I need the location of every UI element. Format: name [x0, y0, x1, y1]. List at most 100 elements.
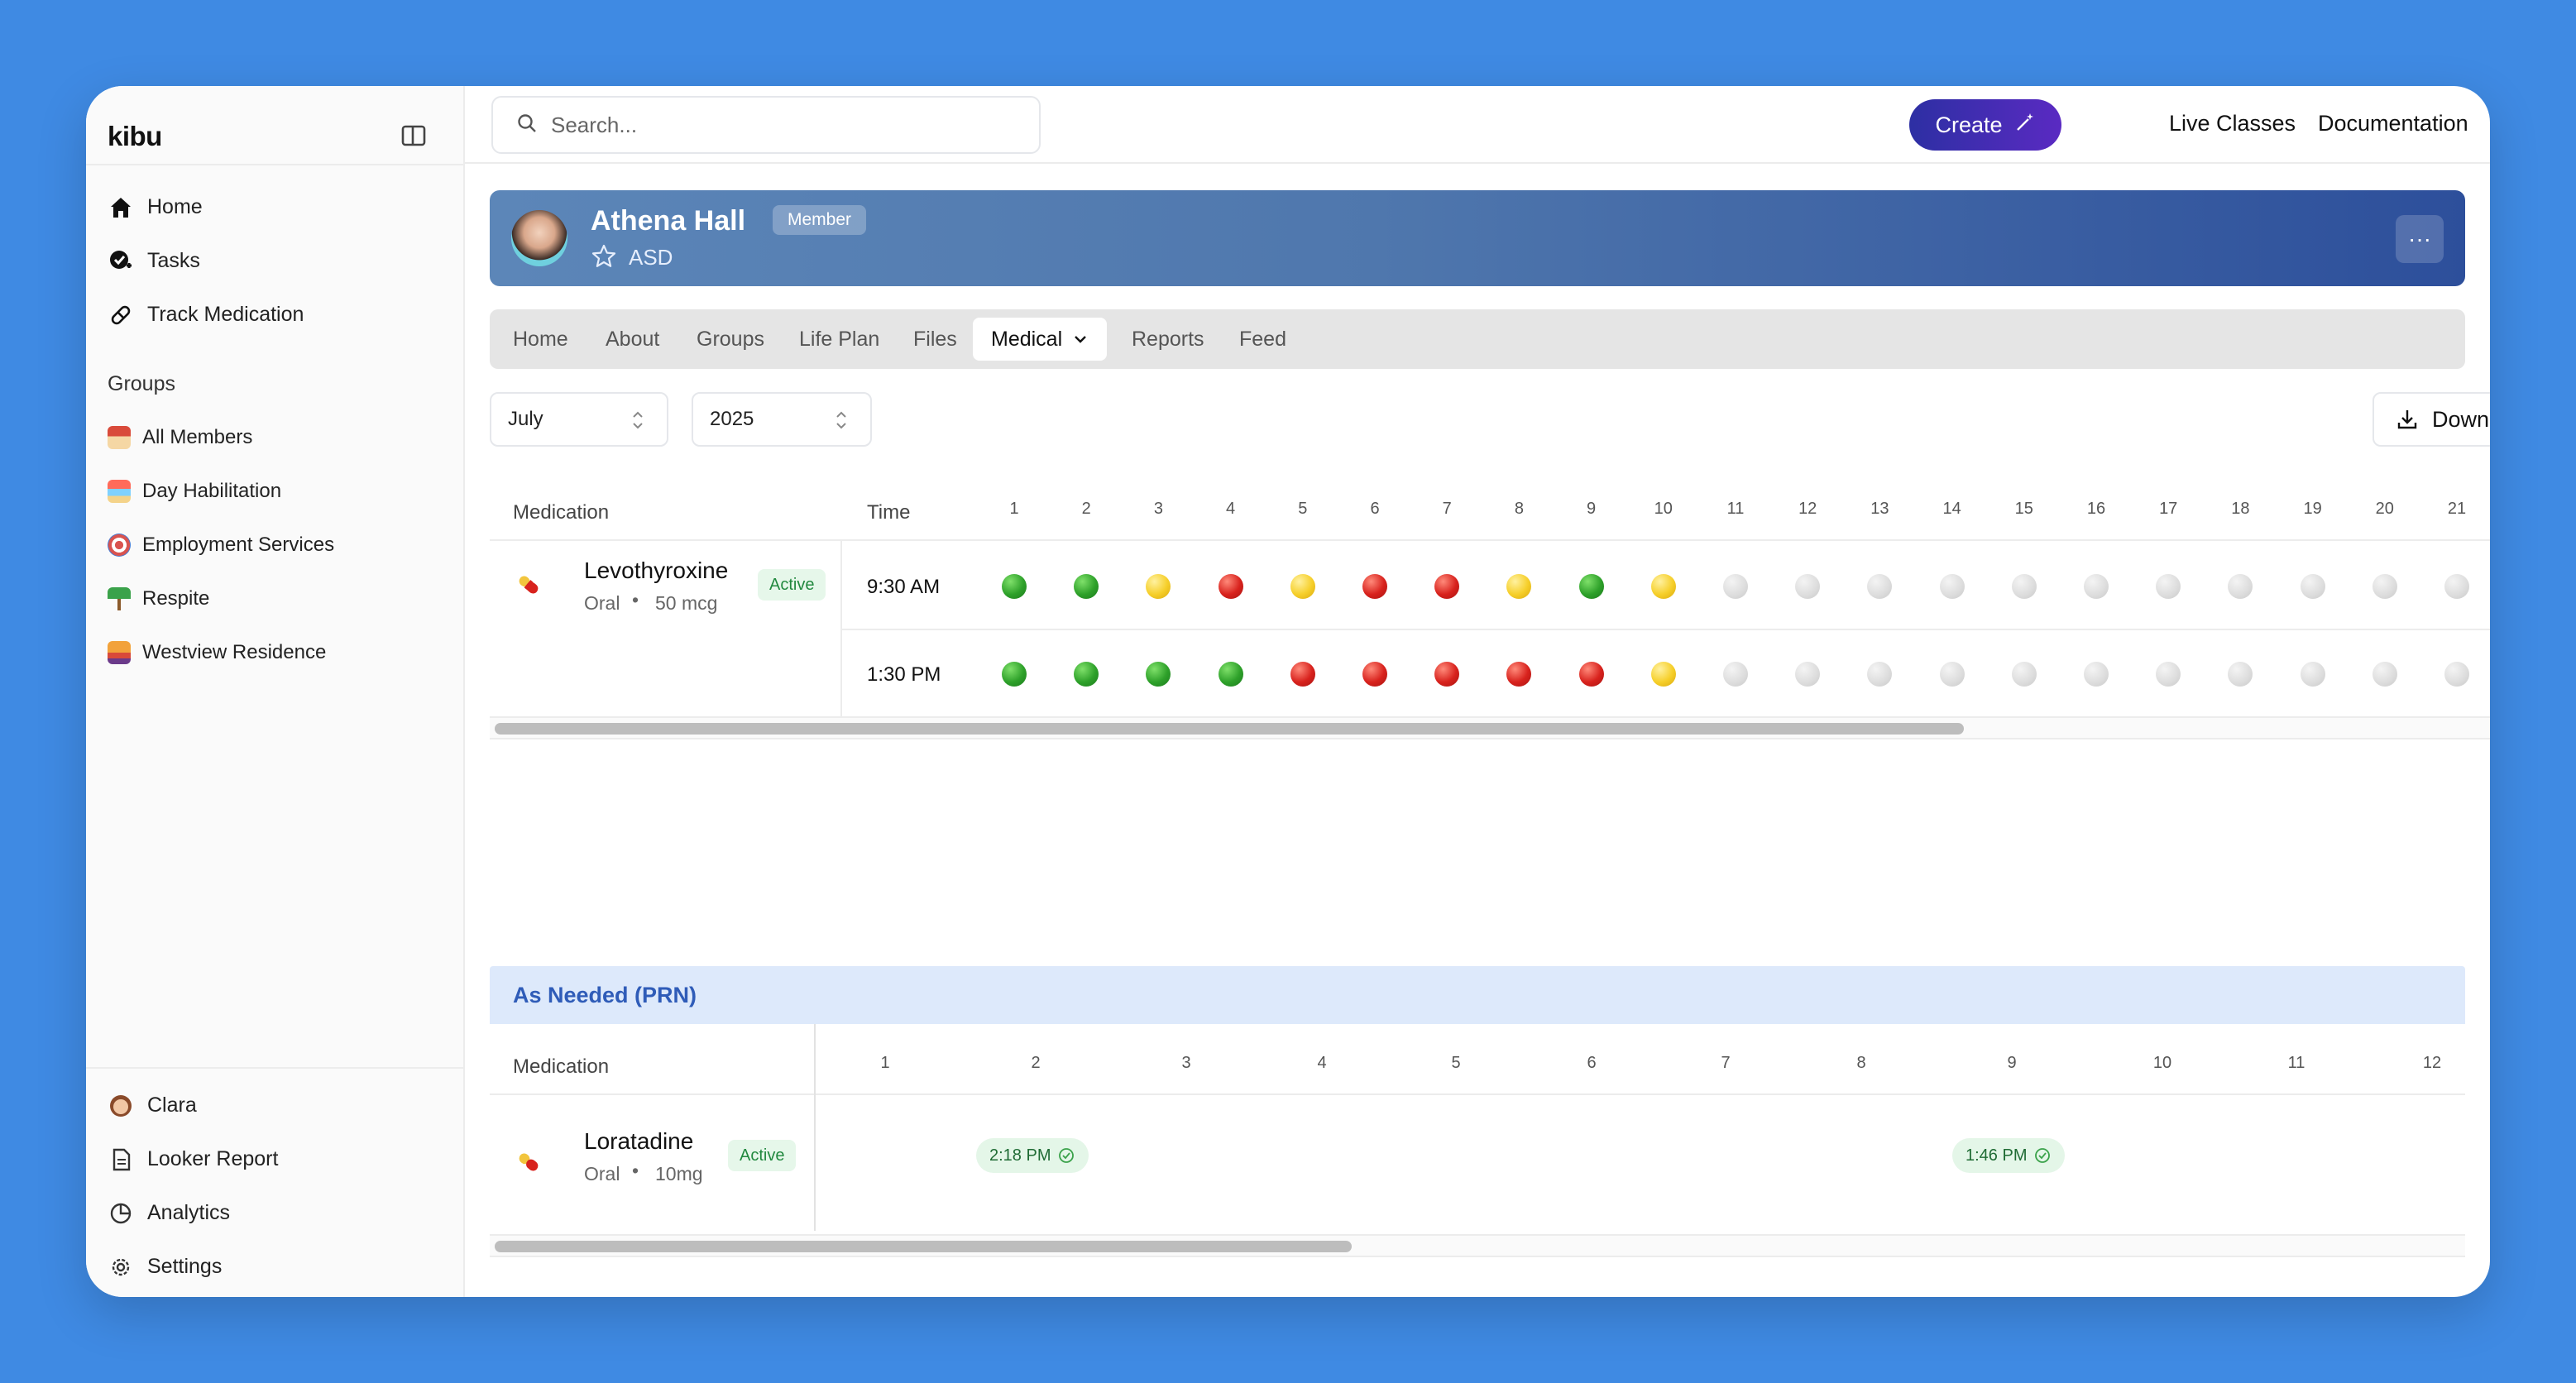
sidebar-item-track-medication[interactable]: Track Medication [108, 288, 447, 342]
documentation-link[interactable]: Documentation [2318, 111, 2468, 136]
bullet-separator: • [632, 589, 639, 610]
prn-day-column-header: 2 [1031, 1054, 1041, 1072]
tab-about[interactable]: About [606, 327, 660, 351]
download-button[interactable]: Download [2373, 392, 2490, 447]
status-badge: Active [758, 569, 826, 601]
dose-status-dot[interactable] [2156, 574, 2181, 599]
day-column-header: 1 [1009, 500, 1019, 518]
dose-status-dot[interactable] [2228, 662, 2253, 687]
search-input[interactable] [551, 112, 1014, 138]
dose-status-dot[interactable] [1939, 662, 1965, 687]
group-item-all-members[interactable]: All Members [108, 410, 447, 464]
prn-header-row: Medication 1 2 3 4 5 6 7 8 9 10 11 12 [490, 1024, 2465, 1095]
member-avatar[interactable] [511, 210, 567, 266]
horizontal-scrollbar[interactable] [490, 716, 2490, 739]
tab-life-plan[interactable]: Life Plan [799, 327, 880, 351]
day-column-header: 19 [2303, 500, 2322, 518]
group-item-employment-services[interactable]: Employment Services [108, 518, 447, 572]
prn-dose-chip[interactable]: 1:46 PM [1952, 1138, 2066, 1173]
scrollbar-thumb[interactable] [495, 1241, 1352, 1252]
dose-status-dot[interactable] [1723, 574, 1748, 599]
dose-status-dot[interactable] [2156, 662, 2181, 687]
sidebar-item-clara[interactable]: Clara [108, 1079, 447, 1132]
dose-status-dot[interactable] [1290, 574, 1315, 599]
dose-status-dot[interactable] [1795, 574, 1821, 599]
dose-status-dot[interactable] [1578, 662, 1604, 687]
dose-status-dot[interactable] [2372, 574, 2397, 599]
live-classes-link[interactable]: Live Classes [2169, 111, 2296, 136]
tab-home[interactable]: Home [513, 327, 568, 351]
dose-status-dot[interactable] [2228, 574, 2253, 599]
dose-status-dot[interactable] [1939, 574, 1965, 599]
sidebar-item-label: Clara [147, 1093, 197, 1117]
dose-status-dot[interactable] [1290, 662, 1315, 687]
create-button[interactable]: Create [1909, 99, 2061, 151]
dose-status-dot[interactable] [1867, 574, 1893, 599]
dose-status-dot[interactable] [2300, 662, 2325, 687]
sidebar-item-looker-report[interactable]: Looker Report [108, 1132, 447, 1186]
group-item-westview-residence[interactable]: Westview Residence [108, 625, 447, 679]
dose-status-dot[interactable] [2300, 574, 2325, 599]
dose-status-dot[interactable] [1650, 662, 1676, 687]
dose-status-dot[interactable] [2084, 574, 2109, 599]
group-item-label: Employment Services [142, 533, 335, 556]
dose-status-dot[interactable] [1434, 574, 1460, 599]
dose-status-dot[interactable] [1578, 574, 1604, 599]
horizontal-scrollbar[interactable] [490, 1234, 2465, 1257]
prn-dose-time: 1:46 PM [1966, 1146, 2028, 1165]
search-box[interactable] [491, 96, 1041, 154]
prn-medication-name[interactable]: Loratadine [584, 1128, 694, 1154]
prn-day-column-header: 3 [1181, 1054, 1191, 1072]
sidebar-item-tasks[interactable]: Tasks [108, 234, 447, 288]
sidebar-item-label: Settings [147, 1255, 223, 1278]
month-select[interactable]: July [490, 392, 668, 447]
year-select[interactable]: 2025 [692, 392, 872, 447]
group-item-day-habilitation[interactable]: Day Habilitation [108, 464, 447, 518]
sidebar: kibu Home Tasks [86, 86, 465, 1297]
dose-status-dot[interactable] [1146, 662, 1171, 687]
dose-status-dot[interactable] [1362, 662, 1387, 687]
home-icon [108, 194, 134, 221]
prn-dose-chip[interactable]: 2:18 PM [976, 1138, 1089, 1173]
dose-status-dot[interactable] [2444, 662, 2469, 687]
prn-medication-dose: 10mg [655, 1163, 703, 1184]
day-column-header: 3 [1153, 500, 1163, 518]
sidebar-toggle-icon[interactable] [397, 119, 430, 152]
year-select-value: 2025 [710, 408, 754, 430]
dose-status-dot[interactable] [1506, 574, 1532, 599]
dose-status-dot[interactable] [2011, 662, 2037, 687]
dose-status-dot[interactable] [1723, 662, 1748, 687]
dose-status-dot[interactable] [1002, 574, 1027, 599]
sidebar-item-settings[interactable]: Settings [108, 1240, 447, 1294]
dose-status-dot[interactable] [1434, 662, 1460, 687]
scrollbar-thumb[interactable] [495, 723, 1964, 735]
more-options-button[interactable]: ··· [2396, 215, 2444, 263]
tab-feed[interactable]: Feed [1239, 327, 1286, 351]
dose-status-dot[interactable] [1867, 662, 1893, 687]
tab-groups[interactable]: Groups [697, 327, 764, 351]
tab-medical[interactable]: Medical [973, 318, 1108, 361]
medication-cell[interactable]: Levothyroxine Oral • 50 mcg Active [490, 541, 842, 716]
dose-status-dot[interactable] [2444, 574, 2469, 599]
brand-logo[interactable]: kibu [108, 121, 162, 151]
dose-status-dot[interactable] [1002, 662, 1027, 687]
dose-status-dot[interactable] [1506, 662, 1532, 687]
dose-status-dot[interactable] [1218, 574, 1243, 599]
dose-status-dot[interactable] [1074, 574, 1099, 599]
sidebar-item-analytics[interactable]: Analytics [108, 1186, 447, 1240]
sidebar-item-home[interactable]: Home [108, 180, 447, 234]
dose-status-dot[interactable] [2372, 662, 2397, 687]
dose-status-dot[interactable] [1362, 574, 1387, 599]
dose-status-dot[interactable] [1650, 574, 1676, 599]
group-item-respite[interactable]: Respite [108, 572, 447, 625]
dose-status-dot[interactable] [1218, 662, 1243, 687]
dose-status-dot[interactable] [2084, 662, 2109, 687]
dose-status-dot[interactable] [2011, 574, 2037, 599]
dose-status-dot[interactable] [1146, 574, 1171, 599]
day-column-header: 4 [1226, 500, 1236, 518]
tab-files[interactable]: Files [913, 327, 957, 351]
star-icon[interactable] [591, 243, 617, 270]
dose-status-dot[interactable] [1074, 662, 1099, 687]
dose-status-dot[interactable] [1795, 662, 1821, 687]
tab-reports[interactable]: Reports [1132, 327, 1204, 351]
